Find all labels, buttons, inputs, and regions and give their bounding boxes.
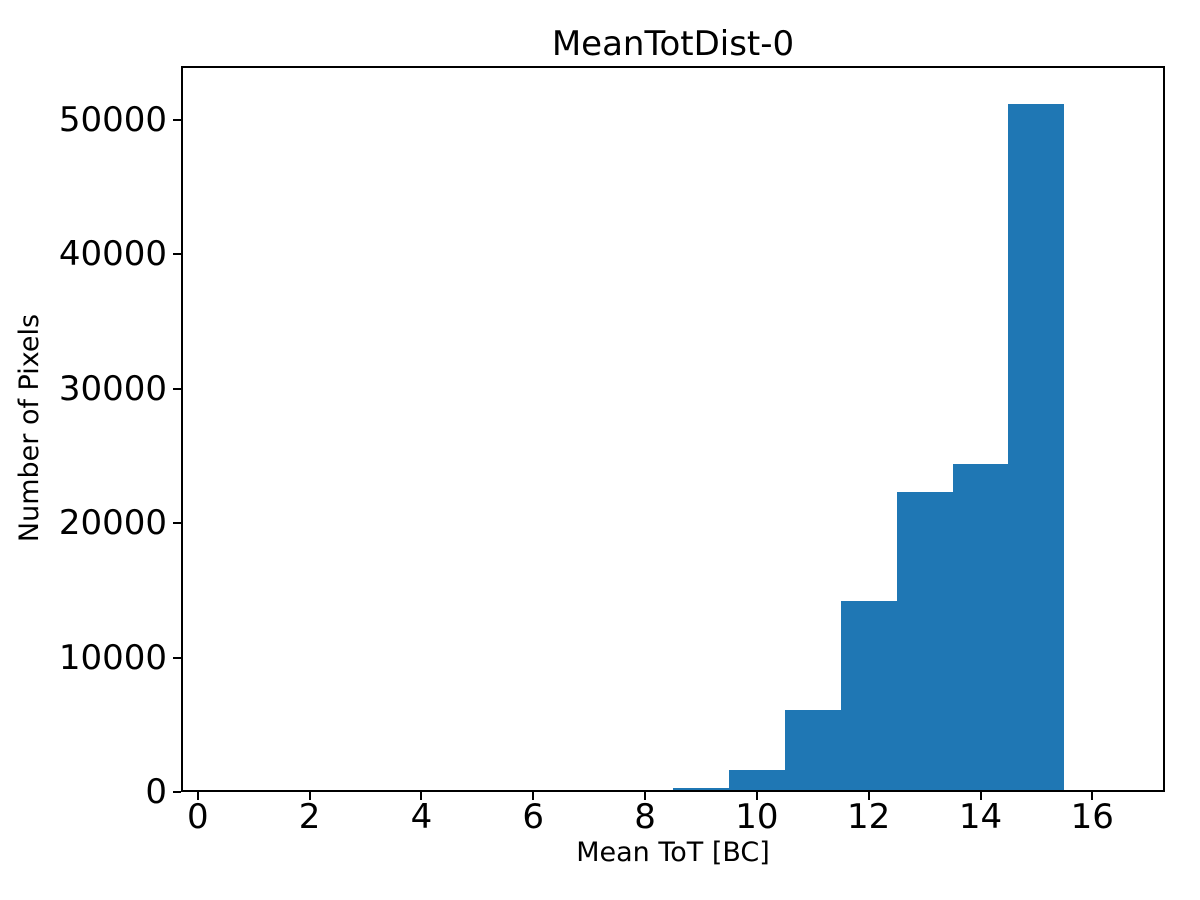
x-axis-label: Mean ToT [BC] bbox=[576, 837, 770, 868]
x-tick-mark bbox=[867, 792, 870, 800]
y-tick-label: 50000 bbox=[58, 99, 167, 140]
x-tick-label: 6 bbox=[522, 797, 545, 837]
x-tick-mark bbox=[196, 792, 199, 800]
x-tick-mark bbox=[755, 792, 758, 800]
histogram-bar bbox=[728, 770, 785, 790]
y-tick-label: 0 bbox=[145, 772, 167, 812]
y-tick-label: 20000 bbox=[58, 503, 167, 544]
y-tick-mark bbox=[173, 656, 181, 659]
x-tick-label: 4 bbox=[410, 797, 433, 837]
y-tick-mark bbox=[173, 791, 181, 793]
y-tick-mark bbox=[173, 118, 181, 121]
y-tick-label: 10000 bbox=[58, 637, 167, 678]
y-tick-label: 40000 bbox=[58, 234, 167, 275]
x-tick-mark bbox=[420, 792, 423, 800]
x-tick-label: 0 bbox=[186, 797, 209, 837]
x-tick-label: 2 bbox=[298, 797, 321, 837]
histogram-bar bbox=[673, 787, 729, 790]
x-tick-label: 16 bbox=[1070, 797, 1114, 837]
histogram-bar bbox=[896, 492, 953, 790]
x-tick-mark bbox=[979, 792, 982, 800]
x-tick-mark bbox=[308, 792, 311, 800]
y-tick-mark bbox=[173, 522, 181, 525]
x-tick-label: 12 bbox=[847, 797, 891, 837]
histogram-bar bbox=[1008, 103, 1065, 790]
y-tick-mark bbox=[173, 253, 181, 256]
histogram-bar bbox=[952, 463, 1009, 790]
x-tick-label: 8 bbox=[634, 797, 656, 837]
x-tick-mark bbox=[644, 792, 647, 800]
x-tick-mark bbox=[1091, 792, 1094, 800]
y-tick-label: 30000 bbox=[58, 368, 167, 409]
histogram-bar bbox=[784, 709, 841, 790]
chart-title: MeanTotDist-0 bbox=[551, 24, 795, 64]
x-tick-mark bbox=[532, 792, 535, 800]
y-tick-mark bbox=[173, 387, 181, 390]
x-tick-label: 10 bbox=[735, 797, 779, 837]
x-tick-label: 14 bbox=[958, 797, 1003, 837]
histogram-bar bbox=[840, 601, 897, 790]
